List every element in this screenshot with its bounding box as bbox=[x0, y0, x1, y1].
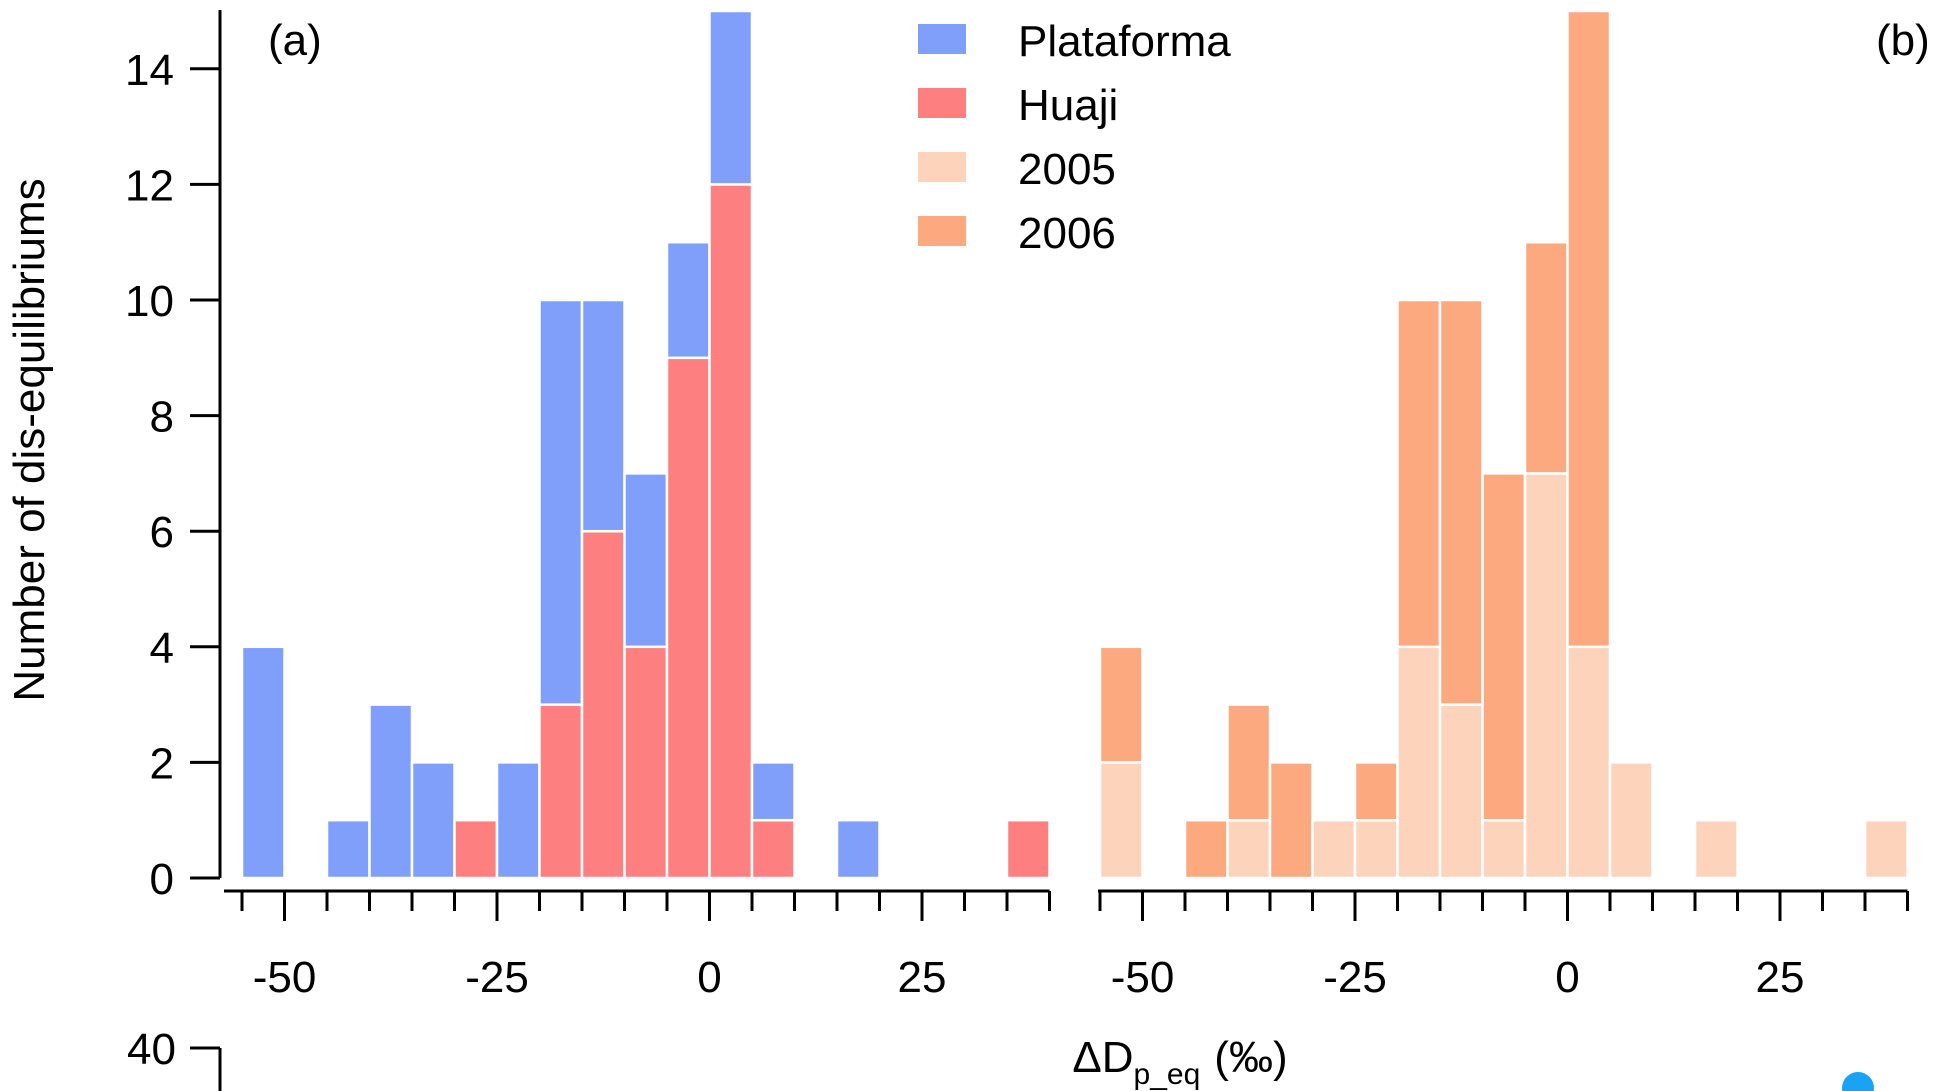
x-axis-label-subscript: p_eq bbox=[1134, 1058, 1201, 1091]
bar-plataforma bbox=[708, 9, 754, 186]
bar-2005 bbox=[1481, 818, 1527, 880]
panel-b-bars bbox=[1098, 9, 1909, 880]
bar-2005 bbox=[1098, 761, 1144, 880]
bar-2005 bbox=[1608, 761, 1654, 880]
legend-swatch bbox=[918, 152, 966, 182]
bar-2006 bbox=[1481, 472, 1527, 822]
x-axis-label-unit: (‰) bbox=[1214, 1033, 1287, 1082]
bar-huaji bbox=[453, 818, 499, 880]
x-tick-label: -25 bbox=[1323, 953, 1387, 1002]
bar-huaji bbox=[580, 529, 626, 880]
x-tick-label: 0 bbox=[697, 953, 721, 1002]
bar-plataforma bbox=[580, 298, 626, 533]
y-axis-label: Number of dis-equilibriums bbox=[5, 178, 54, 701]
bar-plataforma bbox=[410, 761, 456, 880]
x-tick-label: 0 bbox=[1555, 953, 1579, 1002]
legend-label: 2006 bbox=[1018, 209, 1116, 258]
bar-huaji bbox=[708, 183, 754, 880]
bar-plataforma bbox=[835, 818, 881, 880]
y-tick-label: 8 bbox=[150, 393, 174, 442]
bar-2005 bbox=[1438, 703, 1484, 880]
y-axis: 0 2 4 6 8 10 12 14 bbox=[125, 10, 222, 904]
legend-label: Huaji bbox=[1018, 81, 1118, 130]
bar-2006 bbox=[1268, 761, 1314, 880]
bar-2005 bbox=[1226, 818, 1272, 880]
legend-label: Plataforma bbox=[1018, 17, 1231, 66]
bar-2006 bbox=[1183, 818, 1229, 880]
bar-2005 bbox=[1396, 645, 1442, 880]
y-tick-label: 6 bbox=[150, 508, 174, 557]
bar-plataforma bbox=[495, 761, 541, 880]
y-tick-label: 12 bbox=[125, 161, 174, 210]
bar-2005 bbox=[1566, 645, 1612, 880]
x-tick-label: -25 bbox=[465, 953, 529, 1002]
bar-plataforma bbox=[325, 818, 371, 880]
x-axis-label-main: ΔD bbox=[1072, 1033, 1133, 1082]
bar-huaji bbox=[750, 818, 796, 880]
bar-plataforma bbox=[665, 240, 711, 360]
bar-2006 bbox=[1438, 298, 1484, 706]
bar-2005 bbox=[1311, 818, 1357, 880]
y-tick-label: 10 bbox=[125, 277, 174, 326]
panel-a-x-axis: -50 -25 0 25 bbox=[224, 889, 1051, 1002]
bar-plataforma bbox=[750, 761, 796, 822]
bar-2006 bbox=[1396, 298, 1442, 649]
bar-2005 bbox=[1523, 472, 1569, 880]
x-tick-label: -50 bbox=[1111, 953, 1175, 1002]
bar-huaji bbox=[665, 356, 711, 880]
bar-2006 bbox=[1566, 9, 1612, 649]
panel-b-x-axis: -50 -25 0 25 bbox=[1098, 889, 1909, 1002]
legend-swatch bbox=[918, 216, 966, 246]
legend-label: 2005 bbox=[1018, 145, 1116, 194]
x-axis-label: ΔDp_eq (‰) bbox=[1072, 1033, 1287, 1091]
bar-plataforma bbox=[623, 472, 669, 649]
lower-panel-top-tick-label: 40 bbox=[127, 1025, 176, 1074]
bar-2005 bbox=[1693, 818, 1739, 880]
legend-swatch bbox=[918, 24, 966, 54]
bar-2006 bbox=[1523, 240, 1569, 475]
bar-2006 bbox=[1226, 703, 1272, 822]
panel-b-label: (b) bbox=[1876, 16, 1930, 65]
y-tick-label: 0 bbox=[150, 855, 174, 904]
y-tick-label: 14 bbox=[125, 46, 174, 95]
lower-panel-data-marker bbox=[1842, 1072, 1874, 1091]
bar-plataforma bbox=[240, 645, 286, 880]
bar-huaji bbox=[1005, 818, 1051, 880]
bar-2005 bbox=[1863, 818, 1909, 880]
x-tick-label: -50 bbox=[253, 953, 317, 1002]
bar-2005 bbox=[1353, 818, 1399, 880]
x-tick-label: 25 bbox=[1756, 953, 1805, 1002]
x-tick-label: 25 bbox=[898, 953, 947, 1002]
y-tick-label: 2 bbox=[150, 739, 174, 788]
bar-huaji bbox=[538, 703, 584, 880]
bar-plataforma bbox=[368, 703, 414, 880]
bar-plataforma bbox=[538, 298, 584, 706]
legend: Plataforma Huaji 2005 2006 bbox=[918, 17, 1231, 258]
bar-huaji bbox=[623, 645, 669, 880]
panel-a-label: (a) bbox=[268, 16, 322, 65]
bar-2006 bbox=[1098, 645, 1144, 764]
legend-swatch bbox=[918, 88, 966, 118]
bar-2006 bbox=[1353, 761, 1399, 822]
panel-a-bars bbox=[240, 9, 1051, 880]
y-tick-label: 4 bbox=[150, 624, 174, 673]
